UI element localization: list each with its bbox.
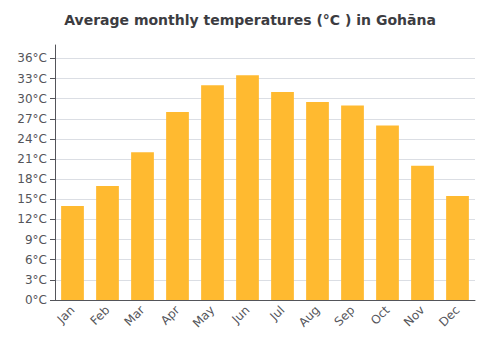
svg-text:6°C: 6°C: [25, 253, 47, 267]
svg-text:36°C: 36°C: [17, 51, 47, 65]
svg-text:Sep: Sep: [332, 303, 358, 329]
svg-text:May: May: [190, 303, 217, 330]
svg-text:Oct: Oct: [368, 303, 393, 328]
svg-text:Nov: Nov: [401, 303, 427, 329]
svg-text:Apr: Apr: [158, 303, 183, 328]
svg-text:Feb: Feb: [88, 303, 113, 328]
svg-text:33°C: 33°C: [17, 72, 47, 86]
svg-text:18°C: 18°C: [17, 172, 47, 186]
svg-text:30°C: 30°C: [17, 92, 47, 106]
svg-text:Jun: Jun: [229, 303, 253, 327]
svg-text:21°C: 21°C: [17, 152, 47, 166]
svg-text:0°C: 0°C: [25, 293, 47, 307]
svg-text:27°C: 27°C: [17, 112, 47, 126]
svg-text:24°C: 24°C: [17, 132, 47, 146]
svg-text:Mar: Mar: [122, 303, 148, 329]
svg-text:Aug: Aug: [296, 303, 322, 329]
svg-text:Dec: Dec: [436, 303, 462, 329]
svg-text:15°C: 15°C: [17, 192, 47, 206]
svg-text:3°C: 3°C: [25, 273, 47, 287]
svg-text:Jan: Jan: [54, 303, 78, 327]
svg-text:Average monthly temperatures (: Average monthly temperatures (°C ) in Go…: [64, 12, 436, 28]
svg-text:12°C: 12°C: [17, 212, 47, 226]
svg-text:Jul: Jul: [267, 303, 288, 324]
svg-text:9°C: 9°C: [25, 233, 47, 247]
